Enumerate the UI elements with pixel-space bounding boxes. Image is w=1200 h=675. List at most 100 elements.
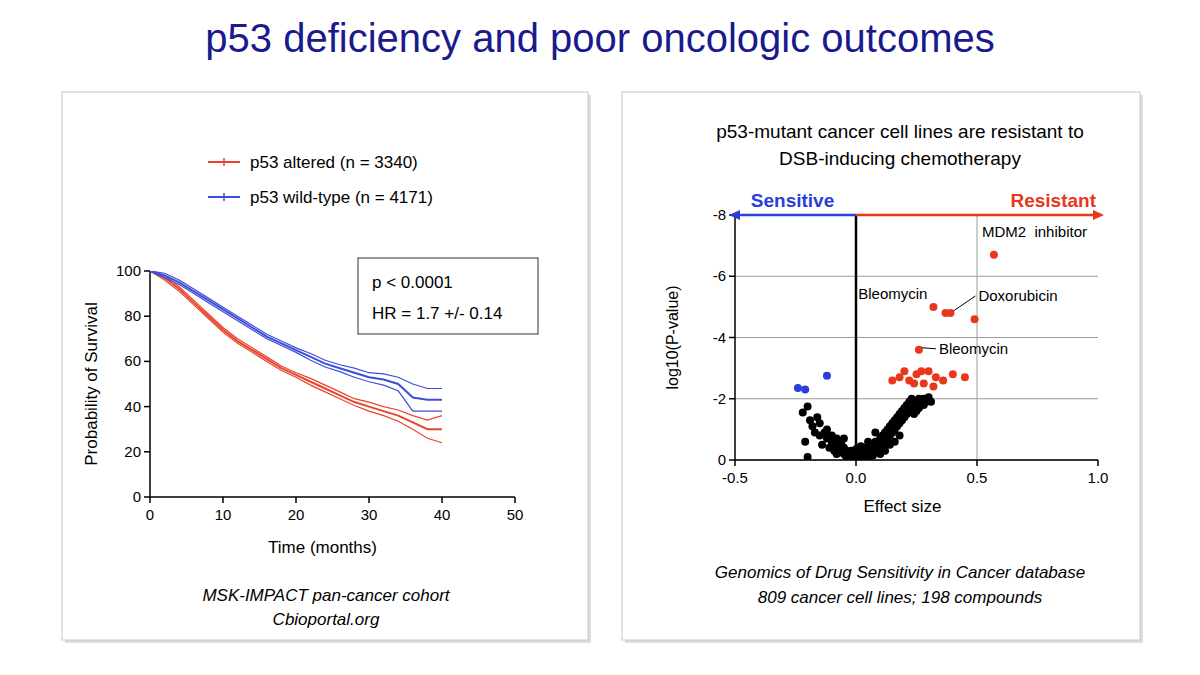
slide: p53 deficiency and poor oncologic outcom…: [0, 0, 1200, 675]
x-tick-label: 0.5: [967, 469, 988, 486]
point: [971, 315, 979, 323]
x-tick-label: 10: [215, 506, 232, 523]
x-axis-label: Time (months): [268, 538, 377, 557]
y-tick: [144, 496, 150, 498]
volcano-chart: p53-mutant cancer cell lines are resista…: [664, 121, 1108, 607]
point: [946, 309, 954, 317]
point: [794, 384, 802, 392]
point: [823, 372, 831, 380]
zero-line: [855, 215, 858, 460]
x-axis: [735, 459, 1098, 461]
x-tick: [855, 460, 857, 466]
grid-line: [735, 460, 1098, 461]
x-tick-label: 30: [361, 506, 378, 523]
y-tick-label: -4: [713, 329, 726, 346]
point: [925, 367, 933, 375]
point: [852, 445, 860, 453]
y-axis: [149, 271, 151, 497]
y-tick: [729, 276, 735, 278]
point: [990, 251, 998, 259]
slide-title: p53 deficiency and poor oncologic outcom…: [205, 16, 994, 60]
y-tick-label: 0: [133, 488, 141, 505]
left-panel: [62, 92, 588, 640]
x-tick-label: 40: [434, 506, 451, 523]
point: [927, 398, 935, 406]
y-tick-label: 100: [116, 262, 141, 279]
legend-swatch-tick: [223, 158, 225, 166]
legend-swatch-tick: [223, 193, 225, 201]
x-axis: [150, 496, 515, 498]
point: [900, 367, 908, 375]
x-tick-label: 0.0: [846, 469, 867, 486]
point: [929, 383, 937, 391]
stats-text: p < 0.0001: [372, 273, 453, 292]
y-tick: [144, 315, 150, 317]
point: [804, 453, 812, 460]
x-tick: [441, 497, 443, 503]
resistant-arrowhead: [1093, 210, 1104, 220]
x-tick-label: 0: [146, 506, 154, 523]
resistant-arrow: [856, 214, 1096, 217]
stats-box: [358, 258, 538, 334]
annotation: MDM2 inhibitor: [982, 223, 1087, 240]
chart-title-line: p53-mutant cancer cell lines are resista…: [716, 121, 1084, 142]
point: [949, 370, 957, 378]
x-tick: [1097, 460, 1099, 466]
point: [840, 435, 848, 443]
right-panel: [622, 92, 1140, 640]
arrow-label: Sensitive: [751, 190, 834, 211]
point: [871, 428, 879, 436]
background: [0, 0, 1200, 675]
chart-title: p53-mutant cancer cell lines are resista…: [716, 121, 1084, 169]
annotation-leader: [922, 348, 936, 349]
point: [961, 373, 969, 381]
x-tick: [514, 497, 516, 503]
annotation: Bleomycin: [858, 285, 927, 302]
point: [801, 386, 809, 394]
grid-line: [735, 337, 1098, 338]
y-tick-label: 60: [124, 352, 141, 369]
x-tick: [976, 460, 978, 466]
y-tick: [144, 361, 150, 363]
arrow-label: Resistant: [1010, 190, 1096, 211]
y-tick-label: 20: [124, 443, 141, 460]
caption: MSK-IMPACT pan-cancer cohort: [202, 586, 450, 605]
point: [929, 303, 937, 311]
y-tick: [144, 270, 150, 272]
y-tick: [729, 398, 735, 400]
x-axis-label: Effect size: [863, 497, 941, 516]
km-chart: 02040608010001020304050Probability of Su…: [82, 153, 538, 629]
point: [801, 438, 809, 446]
point: [816, 419, 824, 427]
x-tick: [222, 497, 224, 503]
x-tick: [734, 460, 736, 466]
caption: Cbioportal.org: [273, 610, 380, 629]
point: [920, 379, 928, 387]
x-tick-label: 50: [507, 506, 524, 523]
legend-label: p53 altered (n = 3340): [250, 153, 418, 172]
point: [804, 402, 812, 410]
y-tick-label: 0: [718, 451, 726, 468]
grid-line: [735, 215, 1098, 216]
y-tick-label: 40: [124, 398, 141, 415]
y-axis-label: Probability of Survival: [82, 302, 101, 465]
point: [896, 432, 904, 440]
point: [915, 346, 923, 354]
grid-line: [735, 276, 1098, 277]
point: [888, 376, 896, 384]
x-tick: [149, 497, 151, 503]
stats-text: HR = 1.7 +/- 0.14: [372, 304, 502, 323]
grid-line: [977, 215, 978, 460]
caption: Genomics of Drug Sensitivity in Cancer d…: [715, 563, 1085, 582]
y-tick: [729, 459, 735, 461]
point: [876, 450, 884, 458]
y-tick: [729, 337, 735, 339]
y-tick-label: -8: [713, 206, 726, 223]
annotation: Bleomycin: [939, 340, 1008, 357]
y-tick: [144, 451, 150, 453]
y-tick-label: -6: [713, 267, 726, 284]
x-tick-label: -0.5: [722, 469, 748, 486]
y-tick: [144, 406, 150, 408]
y-tick-label: 80: [124, 307, 141, 324]
annotation-leader: [953, 296, 975, 311]
